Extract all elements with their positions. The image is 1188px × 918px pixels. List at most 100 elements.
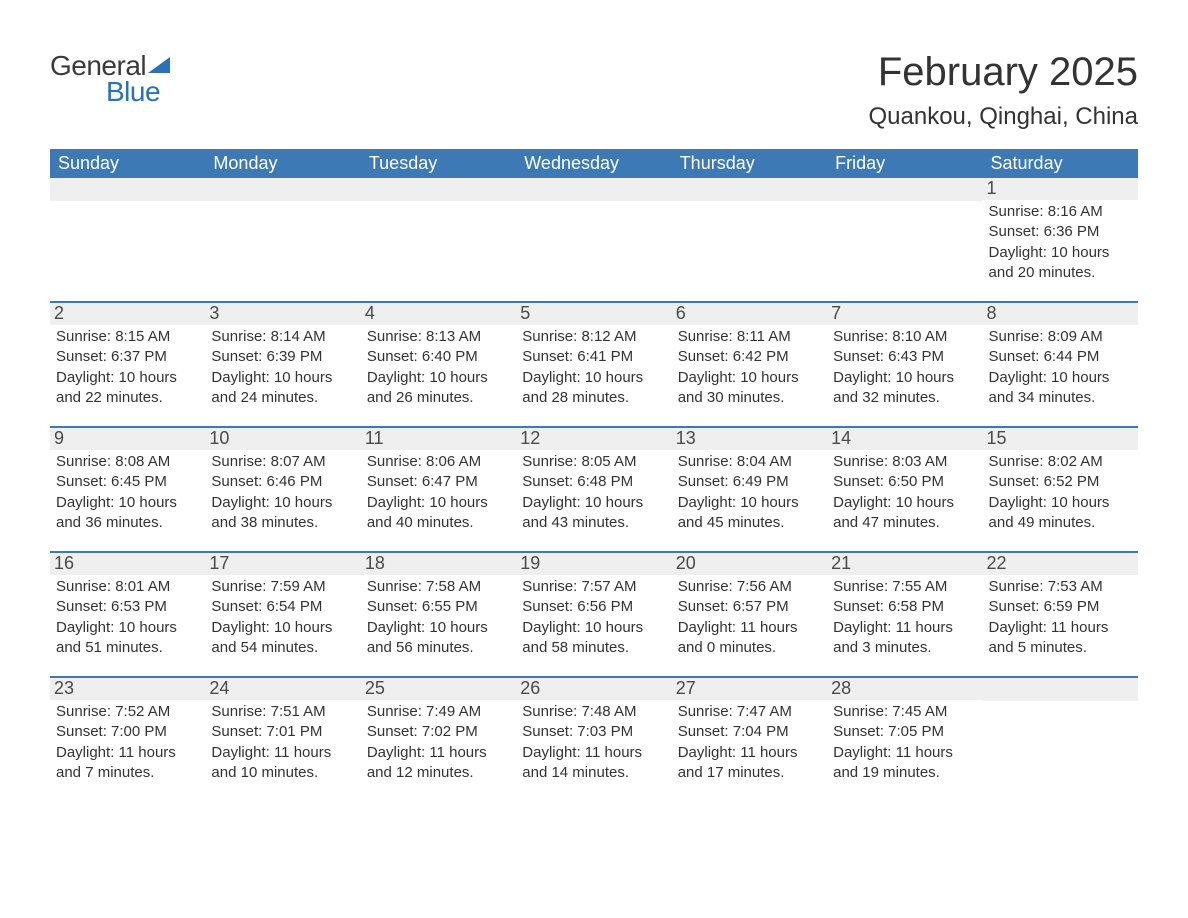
day-number: 13 (672, 428, 827, 450)
day-info: Sunrise: 8:11 AMSunset: 6:42 PMDaylight:… (678, 327, 821, 408)
day-cell: 13Sunrise: 8:04 AMSunset: 6:49 PMDayligh… (672, 427, 827, 552)
sunset-line: Sunset: 6:39 PM (211, 347, 354, 367)
sunset-line: Sunset: 7:02 PM (367, 722, 510, 742)
day-header: Thursday (672, 149, 827, 178)
day-number: 25 (361, 678, 516, 700)
sunrise-line: Sunrise: 7:59 AM (211, 577, 354, 597)
sunrise-line: Sunrise: 8:12 AM (522, 327, 665, 347)
sunset-line: Sunset: 6:54 PM (211, 597, 354, 617)
day-cell: 23Sunrise: 7:52 AMSunset: 7:00 PMDayligh… (50, 677, 205, 801)
sunrise-line: Sunrise: 7:52 AM (56, 702, 199, 722)
sunset-line: Sunset: 6:41 PM (522, 347, 665, 367)
day-cell (516, 178, 671, 302)
day-header: Sunday (50, 149, 205, 178)
sunset-line: Sunset: 6:45 PM (56, 472, 199, 492)
day-cell: 18Sunrise: 7:58 AMSunset: 6:55 PMDayligh… (361, 552, 516, 677)
day-info: Sunrise: 8:15 AMSunset: 6:37 PMDaylight:… (56, 327, 199, 408)
week-row: 2Sunrise: 8:15 AMSunset: 6:37 PMDaylight… (50, 302, 1138, 427)
sunrise-line: Sunrise: 8:02 AM (989, 452, 1132, 472)
day-cell: 17Sunrise: 7:59 AMSunset: 6:54 PMDayligh… (205, 552, 360, 677)
day-info: Sunrise: 8:02 AMSunset: 6:52 PMDaylight:… (989, 452, 1132, 533)
sunset-line: Sunset: 7:05 PM (833, 722, 976, 742)
day-number: 14 (827, 428, 982, 450)
day-number: 3 (205, 303, 360, 325)
sunrise-line: Sunrise: 7:49 AM (367, 702, 510, 722)
sunrise-line: Sunrise: 8:09 AM (989, 327, 1132, 347)
week-row: 9Sunrise: 8:08 AMSunset: 6:45 PMDaylight… (50, 427, 1138, 552)
sunset-line: Sunset: 6:53 PM (56, 597, 199, 617)
sunrise-line: Sunrise: 8:13 AM (367, 327, 510, 347)
day-cell: 7Sunrise: 8:10 AMSunset: 6:43 PMDaylight… (827, 302, 982, 427)
daylight-line: Daylight: 11 hours and 5 minutes. (989, 618, 1132, 659)
day-number: 27 (672, 678, 827, 700)
sunrise-line: Sunrise: 7:57 AM (522, 577, 665, 597)
day-cell: 24Sunrise: 7:51 AMSunset: 7:01 PMDayligh… (205, 677, 360, 801)
daylight-line: Daylight: 11 hours and 12 minutes. (367, 743, 510, 784)
sunset-line: Sunset: 6:48 PM (522, 472, 665, 492)
day-number: 21 (827, 553, 982, 575)
day-info: Sunrise: 8:01 AMSunset: 6:53 PMDaylight:… (56, 577, 199, 658)
day-cell: 22Sunrise: 7:53 AMSunset: 6:59 PMDayligh… (983, 552, 1138, 677)
day-header-row: SundayMondayTuesdayWednesdayThursdayFrid… (50, 149, 1138, 178)
daylight-line: Daylight: 10 hours and 28 minutes. (522, 368, 665, 409)
daylight-line: Daylight: 10 hours and 49 minutes. (989, 493, 1132, 534)
day-cell: 19Sunrise: 7:57 AMSunset: 6:56 PMDayligh… (516, 552, 671, 677)
daylight-line: Daylight: 10 hours and 43 minutes. (522, 493, 665, 534)
sunrise-line: Sunrise: 7:45 AM (833, 702, 976, 722)
daylight-line: Daylight: 11 hours and 14 minutes. (522, 743, 665, 784)
sunset-line: Sunset: 6:47 PM (367, 472, 510, 492)
day-number: 4 (361, 303, 516, 325)
day-info: Sunrise: 7:56 AMSunset: 6:57 PMDaylight:… (678, 577, 821, 658)
day-info: Sunrise: 7:47 AMSunset: 7:04 PMDaylight:… (678, 702, 821, 783)
week-row: 23Sunrise: 7:52 AMSunset: 7:00 PMDayligh… (50, 677, 1138, 801)
calendar-body: 1Sunrise: 8:16 AMSunset: 6:36 PM Daylight… (50, 178, 1138, 801)
daylight-line: Daylight: 10 hours and 36 minutes. (56, 493, 199, 534)
day-info: Sunrise: 8:07 AMSunset: 6:46 PMDaylight:… (211, 452, 354, 533)
sunset-line: Sunset: 6:43 PM (833, 347, 976, 367)
day-cell: 8Sunrise: 8:09 AMSunset: 6:44 PMDaylight… (983, 302, 1138, 427)
sunrise-line: Sunrise: 7:51 AM (211, 702, 354, 722)
day-number: 22 (983, 553, 1138, 575)
day-info: Sunrise: 8:09 AMSunset: 6:44 PMDaylight:… (989, 327, 1132, 408)
day-number: 24 (205, 678, 360, 700)
sunrise-line: Sunrise: 8:15 AM (56, 327, 199, 347)
day-info: Sunrise: 7:55 AMSunset: 6:58 PMDaylight:… (833, 577, 976, 658)
sunrise-line: Sunrise: 8:08 AM (56, 452, 199, 472)
daylight-line: Daylight: 10 hours and 24 minutes. (211, 368, 354, 409)
day-info: Sunrise: 8:10 AMSunset: 6:43 PMDaylight:… (833, 327, 976, 408)
sunrise-line: Sunrise: 8:07 AM (211, 452, 354, 472)
sunrise-line: Sunrise: 8:16 AM (989, 202, 1132, 222)
calendar-table: SundayMondayTuesdayWednesdayThursdayFrid… (50, 149, 1138, 801)
day-info: Sunrise: 7:53 AMSunset: 6:59 PMDaylight:… (989, 577, 1132, 658)
sunrise-line: Sunrise: 8:05 AM (522, 452, 665, 472)
daylight-line: Daylight: 10 hours and 47 minutes. (833, 493, 976, 534)
daylight-line: Daylight: 10 hours and 58 minutes. (522, 618, 665, 659)
daylight-line: Daylight: 11 hours and 0 minutes. (678, 618, 821, 659)
day-info: Sunrise: 8:03 AMSunset: 6:50 PMDaylight:… (833, 452, 976, 533)
day-cell: 25Sunrise: 7:49 AMSunset: 7:02 PMDayligh… (361, 677, 516, 801)
day-cell (361, 178, 516, 302)
day-info: Sunrise: 8:12 AMSunset: 6:41 PMDaylight:… (522, 327, 665, 408)
daylight-line: Daylight: 10 hours and 51 minutes. (56, 618, 199, 659)
sunset-line: Sunset: 6:57 PM (678, 597, 821, 617)
day-number: 6 (672, 303, 827, 325)
day-info: Sunrise: 8:05 AMSunset: 6:48 PMDaylight:… (522, 452, 665, 533)
day-cell: 12Sunrise: 8:05 AMSunset: 6:48 PMDayligh… (516, 427, 671, 552)
title-block: February 2025 Quankou, Qinghai, China (868, 50, 1138, 131)
day-cell: 28Sunrise: 7:45 AMSunset: 7:05 PMDayligh… (827, 677, 982, 801)
sunset-line: Sunset: 6:46 PM (211, 472, 354, 492)
empty-day-bar (827, 178, 982, 201)
day-info: Sunrise: 7:58 AMSunset: 6:55 PMDaylight:… (367, 577, 510, 658)
day-cell (205, 178, 360, 302)
sunrise-line: Sunrise: 7:47 AM (678, 702, 821, 722)
sunset-line: Sunset: 6:59 PM (989, 597, 1132, 617)
day-info: Sunrise: 7:49 AMSunset: 7:02 PMDaylight:… (367, 702, 510, 783)
daylight-line: Daylight: 10 hours and 38 minutes. (211, 493, 354, 534)
day-cell: 3Sunrise: 8:14 AMSunset: 6:39 PMDaylight… (205, 302, 360, 427)
sunset-line: Sunset: 6:36 PM (989, 222, 1132, 242)
daylight-line: Daylight: 10 hours and 26 minutes. (367, 368, 510, 409)
day-number: 1 (983, 178, 1138, 200)
sunrise-line: Sunrise: 7:53 AM (989, 577, 1132, 597)
day-cell: 2Sunrise: 8:15 AMSunset: 6:37 PMDaylight… (50, 302, 205, 427)
day-cell: 9Sunrise: 8:08 AMSunset: 6:45 PMDaylight… (50, 427, 205, 552)
